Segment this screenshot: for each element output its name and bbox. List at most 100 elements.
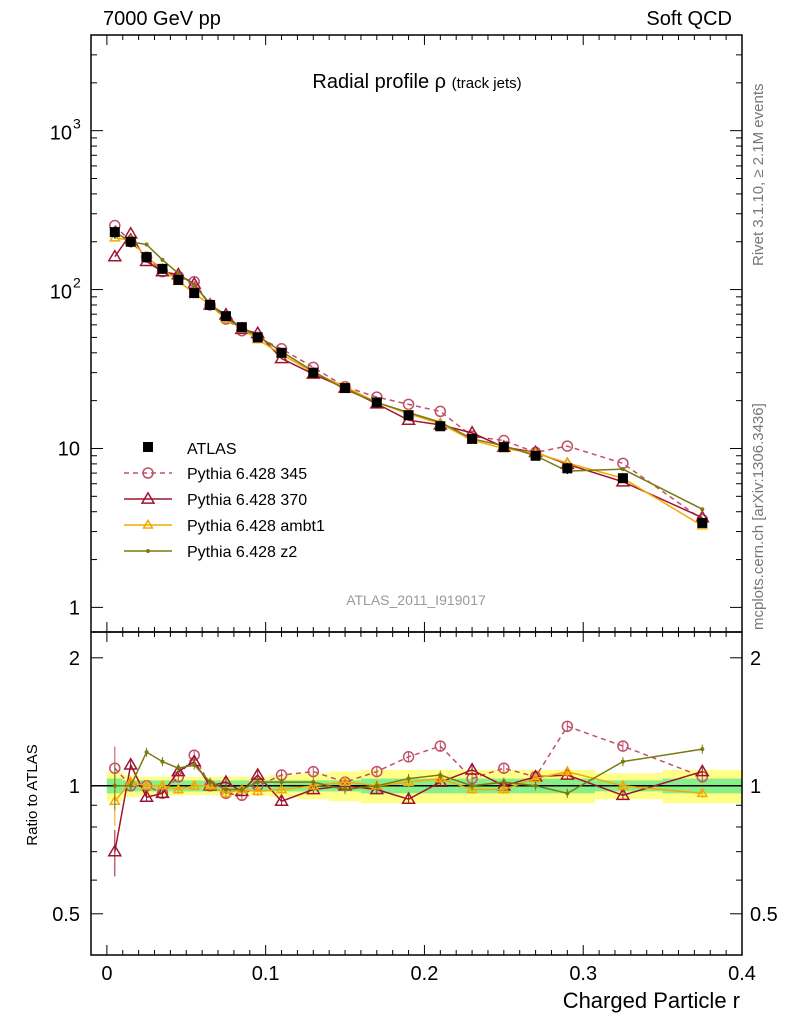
ratio-point [128, 783, 133, 788]
series-line [114, 232, 703, 519]
data-point [109, 227, 120, 238]
legend-label: Pythia 6.428 ambt1 [187, 518, 325, 535]
ratio-point [223, 787, 228, 792]
ratio-point [434, 772, 447, 783]
ratio-point [123, 757, 139, 770]
ratio-point [498, 762, 510, 774]
data-point [141, 252, 152, 263]
data-point [189, 288, 200, 299]
ratio-point [275, 783, 288, 794]
series-line [114, 231, 703, 510]
ratio-point [343, 787, 348, 792]
ratio-point [406, 776, 411, 781]
ratio-frame [90, 631, 743, 956]
ratio-point [188, 779, 201, 790]
ratio-point [498, 783, 510, 794]
ratio-series-line [114, 748, 703, 795]
legend-label: Pythia 6.428 345 [187, 466, 307, 483]
ratio-point [402, 776, 415, 786]
ratio-series-line [114, 760, 703, 852]
x-axis-label: Charged Particle r [563, 988, 740, 1013]
ratio-series-line [114, 725, 703, 797]
ratio-point [438, 773, 443, 778]
ratio-tick-label-right: 1 [750, 776, 761, 798]
ratio-point [239, 787, 244, 792]
legend-marker [140, 491, 156, 504]
ratio-point [107, 844, 123, 857]
legend-marker-atlas [143, 442, 153, 452]
data-point [562, 463, 573, 474]
chart-title-text: Radial profile [312, 71, 434, 93]
ratio-point [615, 787, 631, 801]
ratio-point [700, 747, 705, 752]
series-point [107, 249, 123, 262]
header-right: Soft QCD [646, 8, 732, 30]
data-point [530, 450, 541, 461]
series-point [617, 457, 629, 470]
x-tick-label: 0.1 [252, 963, 280, 985]
series-point [700, 507, 705, 512]
ratio-point [311, 780, 316, 785]
ratio-tick-label-left: 2 [69, 648, 80, 670]
ratio-point [274, 793, 289, 807]
ratio-point [696, 787, 709, 798]
ratio-point [307, 779, 320, 790]
ratio-point [112, 783, 117, 788]
ratio-point [501, 780, 506, 785]
data-point [252, 332, 263, 343]
ratio-point [172, 783, 185, 794]
legend-label: Pythia 6.428 370 [187, 492, 307, 509]
data-point [403, 410, 414, 421]
chart-title-sub: (track jets) [452, 75, 522, 92]
x-tick-label: 0.4 [728, 963, 756, 985]
y-tick-label: 10 [50, 282, 72, 304]
ratio-point [561, 765, 574, 776]
header-left: 7000 GeV pp [103, 8, 221, 30]
ratio-point [208, 780, 213, 785]
ratio-point [171, 763, 186, 777]
ratio-point [565, 791, 570, 796]
ratio-point [694, 763, 710, 777]
ratio-point [139, 789, 154, 803]
y-tick-label: 1 [69, 597, 80, 619]
x-tick-label: 0 [101, 963, 112, 985]
legend-marker [146, 549, 150, 553]
data-point [157, 263, 168, 274]
ratio-point [255, 780, 260, 785]
series-point [192, 283, 197, 288]
ratio-point [160, 759, 165, 764]
ratio-point [402, 751, 415, 763]
data-point [498, 442, 509, 453]
series-line [114, 224, 703, 521]
data-point [276, 347, 287, 358]
ratio-point [140, 779, 153, 790]
series-point [176, 271, 181, 276]
series-point [160, 257, 165, 262]
ratio-point [204, 779, 216, 790]
ratio-point [279, 780, 284, 785]
analysis-id: ATLAS_2011_I919017 [346, 592, 486, 608]
data-point [308, 367, 319, 378]
ratio-point [533, 783, 538, 788]
series-point [434, 405, 447, 418]
ratio-point [617, 740, 629, 752]
ratio-point [617, 779, 629, 790]
series-point [144, 242, 149, 247]
x-tick-label: 0.2 [411, 963, 439, 985]
data-point [435, 421, 446, 432]
y-tick-label: 10 [50, 123, 72, 145]
ratio-point [620, 759, 625, 764]
ratio-point [466, 783, 478, 794]
data-point [617, 473, 628, 484]
data-point [340, 383, 351, 394]
data-point [173, 274, 184, 285]
ratio-point [220, 787, 232, 798]
ratio-point [307, 765, 320, 778]
ratio-point [144, 750, 149, 755]
y-tick-label-exponent: 2 [73, 275, 81, 291]
data-point [467, 433, 478, 444]
ratio-point [374, 783, 379, 788]
ratio-point [401, 791, 416, 805]
y-tick-label-exponent: 3 [73, 116, 81, 132]
